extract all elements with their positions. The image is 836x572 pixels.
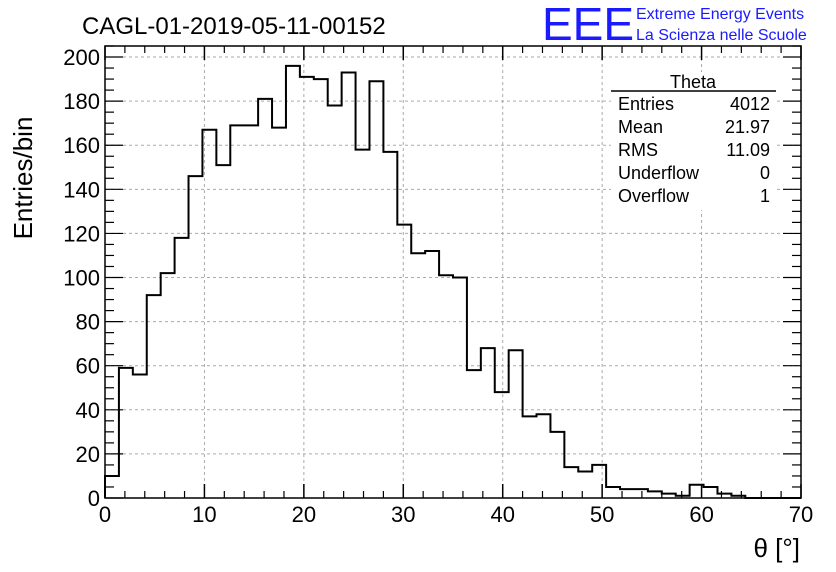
- stats-row-label: Mean: [618, 117, 663, 137]
- stats-rows: Entries 4012 Mean 21.97 RMS 11.09 Underflow 0 Ov…: [618, 94, 770, 206]
- stats-box-bg: [611, 72, 776, 210]
- y-tick-label: 100: [63, 266, 100, 291]
- x-tick-labels: 0 10 20 30 40 50 60 70: [99, 502, 813, 527]
- histogram-outline: [104, 64, 801, 499]
- eee-logo: EEE Extreme Energy Events La Scienza nel…: [542, 0, 807, 50]
- y-tick-label: 180: [63, 89, 100, 114]
- x-tick-label: 70: [789, 502, 813, 527]
- y-tick-label: 120: [63, 221, 100, 246]
- stats-row-label: Underflow: [618, 163, 700, 183]
- plot-frame: [104, 45, 802, 499]
- y-tick-label: 60: [76, 354, 100, 379]
- y-axis-label: Entries/bin: [8, 117, 38, 240]
- logo-letters: EEE: [542, 0, 634, 50]
- x-axis-label: θ [°]: [753, 533, 800, 563]
- axis-ticks: [104, 45, 802, 499]
- x-tick-label: 50: [590, 502, 614, 527]
- x-tick-label: 20: [292, 502, 316, 527]
- x-tick-label: 60: [689, 502, 713, 527]
- y-tick-label: 140: [63, 177, 100, 202]
- stats-row-label: Entries: [618, 94, 674, 114]
- y-tick-labels: 0 20 40 60 80 100 120 140 160 180 200: [63, 45, 100, 511]
- stats-row-value: 1: [760, 186, 770, 206]
- stats-row-label: RMS: [618, 140, 658, 160]
- y-tick-label: 200: [63, 45, 100, 70]
- stats-row-value: 0: [760, 163, 770, 183]
- y-tick-label: 40: [76, 398, 100, 423]
- logo-line1: Extreme Energy Events: [636, 6, 804, 23]
- x-tick-label: 10: [192, 502, 216, 527]
- x-tick-label: 40: [490, 502, 514, 527]
- x-tick-label: 30: [391, 502, 415, 527]
- stats-box: Theta Entries 4012 Mean 21.97 RMS 11.09 Underf…: [611, 72, 776, 210]
- y-tick-label: 80: [76, 310, 100, 335]
- stats-title: Theta: [670, 72, 717, 92]
- stats-row-value: 4012: [730, 94, 770, 114]
- chart-title: CAGL-01-2019-05-11-00152: [82, 13, 386, 40]
- stats-row-value: 21.97: [725, 117, 770, 137]
- y-tick-label: 0: [88, 486, 100, 511]
- logo-line2: La Scienza nelle Scuole: [636, 27, 807, 44]
- stats-row-label: Overflow: [618, 186, 690, 206]
- x-tick-label: 0: [99, 502, 111, 527]
- y-tick-label: 20: [76, 442, 100, 467]
- y-tick-label: 160: [63, 133, 100, 158]
- stats-row-value: 11.09: [726, 140, 770, 160]
